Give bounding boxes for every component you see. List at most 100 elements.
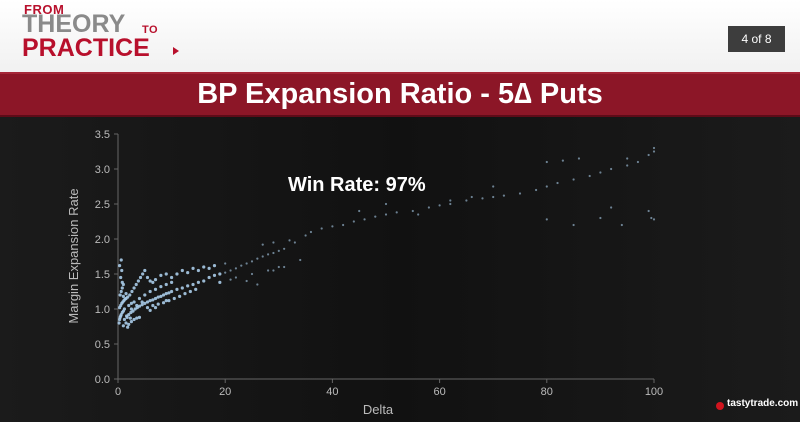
data-point [266,253,270,256]
data-point [119,289,123,294]
data-point [120,286,124,290]
data-point [261,255,264,258]
data-point [266,269,270,272]
brand-text: tastytrade.com [727,397,799,409]
data-point [122,307,127,311]
data-point [151,298,155,302]
data-point [449,202,452,206]
data-point [153,287,158,291]
data-point [132,286,136,290]
data-point [411,209,414,213]
data-point [384,202,388,206]
page-indicator: 4 of 8 [728,26,785,52]
data-point [250,272,254,276]
data-point [599,216,602,220]
data-point [127,313,131,317]
data-point [145,306,150,310]
data-point [161,301,166,305]
data-point [143,268,147,273]
data-point [647,209,650,213]
data-point [175,272,179,276]
data-point [358,209,361,213]
data-point [130,289,134,294]
scatter-points [117,146,656,329]
data-point [647,153,650,157]
data-point [234,276,238,279]
data-point [272,241,275,244]
data-point [118,264,122,268]
data-point [126,325,130,329]
data-point [135,316,139,320]
data-point [167,291,171,295]
data-point [159,273,163,277]
x-tick-label: 80 [541,386,553,398]
data-point [599,171,602,174]
data-point [134,282,138,287]
data-point [245,262,248,265]
data-point [384,213,388,216]
data-point [164,292,168,296]
data-point [261,243,264,246]
data-point [234,267,238,270]
data-point [277,265,280,269]
data-point [153,296,158,301]
data-point [132,317,136,322]
data-point [140,303,144,307]
data-point [534,188,538,192]
data-point [120,280,124,284]
data-point [180,268,184,273]
data-point [178,294,182,298]
y-tick-label: 2.0 [95,234,110,246]
data-point [164,282,168,287]
logo-from-text: FROM [24,2,65,17]
data-point [545,218,548,221]
data-point [188,289,192,294]
y-tick-label: 0.0 [95,374,110,386]
data-point [164,299,168,303]
data-point [283,247,286,250]
data-point [145,300,150,304]
data-point [610,206,613,209]
tastytrade-logo: tastytrade.com [716,392,798,414]
data-point [119,258,123,262]
data-point [186,284,190,288]
data-point [502,194,506,197]
data-point [309,230,313,234]
data-point [556,181,559,185]
x-axis-ticks: 0 20 40 60 80 100 [115,379,663,398]
logo-practice-text: PRACTICE [22,34,150,62]
x-tick-label: 20 [219,386,231,398]
data-point [304,234,307,237]
data-point [129,320,133,324]
data-point [191,282,195,287]
data-point [636,160,640,164]
data-point [470,195,473,199]
data-point [145,275,150,280]
data-point [256,257,259,260]
data-point [143,301,147,305]
data-point [148,279,152,283]
data-point [652,218,656,221]
y-tick-label: 3.0 [95,164,110,176]
data-point [129,301,133,305]
data-point [148,299,152,303]
data-point [121,294,125,298]
data-point [572,178,575,181]
data-point [136,279,140,283]
data-point [518,192,522,195]
y-axis-label: Margin Expansion Rate [66,188,81,323]
data-point [277,249,280,252]
data-point [128,316,132,320]
data-point [240,264,243,267]
data-point [172,296,176,301]
data-point [143,293,147,297]
data-point [374,215,377,218]
data-point [148,308,152,312]
data-point [256,283,259,286]
data-point [245,279,248,283]
data-point [449,199,452,202]
data-point [161,293,166,297]
data-point [626,164,629,167]
data-point [117,321,121,325]
data-point [299,258,302,262]
